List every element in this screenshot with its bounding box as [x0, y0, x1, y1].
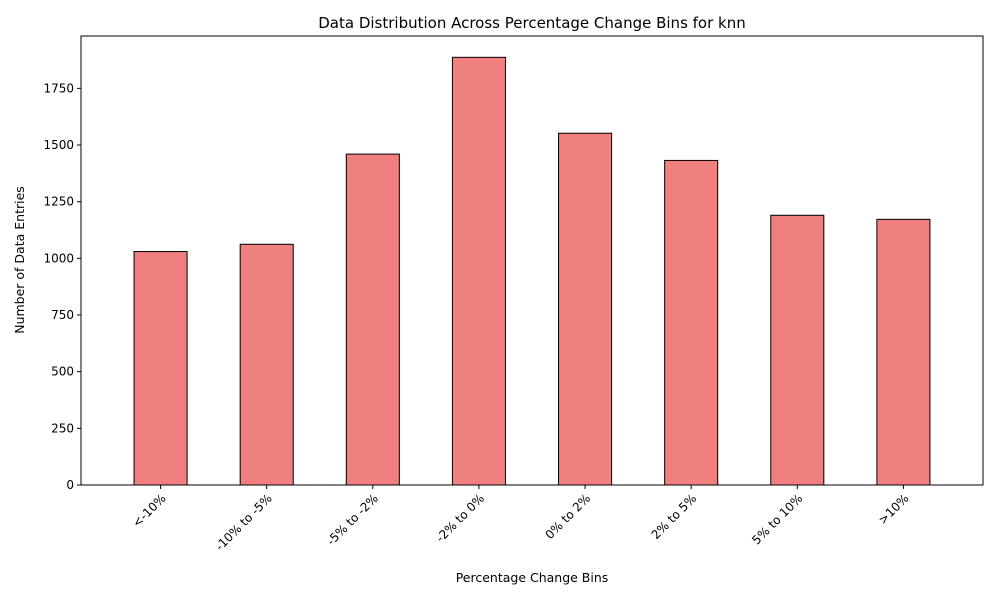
bar-4 — [558, 132, 613, 486]
x-tick-label-5: 2% to 5% — [649, 491, 700, 542]
bar-0 — [133, 251, 188, 486]
x-axis-label: Percentage Change Bins — [456, 570, 609, 585]
y-tick-label-7: 1750 — [43, 81, 74, 95]
bar-1 — [239, 243, 294, 486]
y-tick-label-2: 500 — [51, 365, 74, 379]
y-axis-label: Number of Data Entries — [12, 186, 27, 334]
y-tick-label-6: 1500 — [43, 138, 74, 152]
x-tick-label-6: 5% to 10% — [749, 491, 805, 547]
bar-2 — [345, 153, 400, 486]
y-tick-label-3: 750 — [51, 308, 74, 322]
y-tick-label-0: 0 — [66, 478, 74, 492]
bar-5 — [664, 159, 719, 486]
bar-6 — [770, 214, 825, 486]
y-tick-label-1: 250 — [51, 421, 74, 435]
bars-group — [133, 56, 931, 486]
bar-7 — [876, 218, 931, 486]
bar-3 — [451, 56, 506, 486]
y-tick-label-5: 1250 — [43, 195, 74, 209]
y-axis-ticks: 0 250 500 750 1000 1250 1500 1750 — [43, 81, 81, 492]
plot-frame — [80, 35, 984, 486]
x-tick-label-2: -5% to -2% — [324, 491, 381, 548]
x-tick-label-7: >10% — [876, 491, 912, 527]
x-tick-label-0: <-10% — [130, 491, 169, 530]
x-axis-ticks: <-10% -10% to -5% -5% to -2% -2% to 0% 0% to… — [130, 485, 912, 553]
x-tick-label-3: -2% to 0% — [433, 491, 487, 545]
chart-title: Data Distribution Across Percentage Chan… — [318, 14, 746, 32]
x-tick-label-4: 0% to 2% — [542, 491, 593, 542]
x-tick-label-1: -10% to -5% — [213, 491, 275, 553]
y-tick-label-4: 1000 — [43, 251, 74, 265]
